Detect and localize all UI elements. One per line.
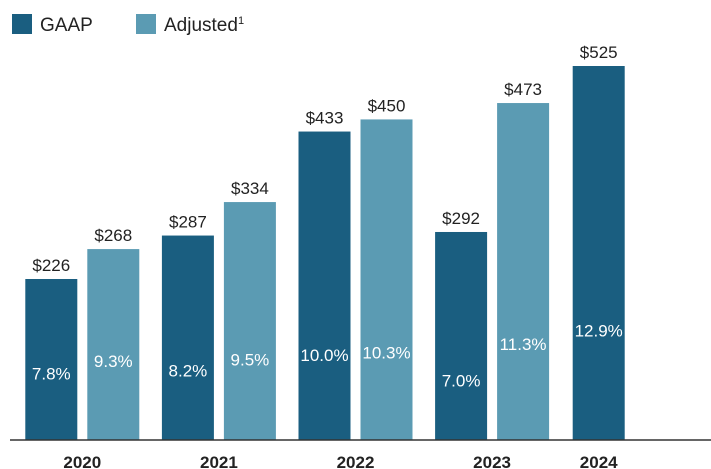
bar <box>360 119 413 440</box>
margin-label: 9.3% <box>94 352 133 371</box>
value-label: $525 <box>580 43 618 62</box>
legend-note: 1 <box>238 15 244 27</box>
x-tick-label: 2024 <box>580 453 618 469</box>
margin-label: 10.3% <box>362 343 410 362</box>
bar <box>572 66 625 440</box>
margin-label: 8.2% <box>169 361 208 380</box>
value-label: $450 <box>368 96 406 115</box>
value-label: $433 <box>306 109 344 128</box>
margin-label: 10.0% <box>300 346 348 365</box>
bar <box>223 202 276 440</box>
value-label: $287 <box>169 213 207 232</box>
x-tick-label: 2022 <box>337 453 375 469</box>
x-tick-label: 2020 <box>63 453 101 469</box>
value-label: $334 <box>231 179 269 198</box>
margin-label: 7.0% <box>442 372 481 391</box>
bar <box>435 231 488 440</box>
x-tick-label: 2021 <box>200 453 238 469</box>
value-label: $226 <box>32 256 70 275</box>
x-tick-label: 2023 <box>473 453 511 469</box>
bar <box>161 235 214 440</box>
bar <box>298 131 351 440</box>
legend-label: GAAP <box>40 15 93 36</box>
value-label: $292 <box>442 209 480 228</box>
bar <box>25 279 78 440</box>
margin-label: 11.3% <box>500 335 547 354</box>
margin-label: 9.5% <box>231 350 270 369</box>
bar <box>497 103 550 440</box>
margin-label: 7.8% <box>32 365 71 384</box>
legend-swatch <box>136 14 156 34</box>
legend-swatch <box>12 14 32 34</box>
legend-label: Adjusted1 <box>164 15 244 36</box>
margin-label: 12.9% <box>575 321 623 340</box>
bar <box>87 249 140 440</box>
value-label: $268 <box>94 226 132 245</box>
value-label: $473 <box>504 80 542 99</box>
